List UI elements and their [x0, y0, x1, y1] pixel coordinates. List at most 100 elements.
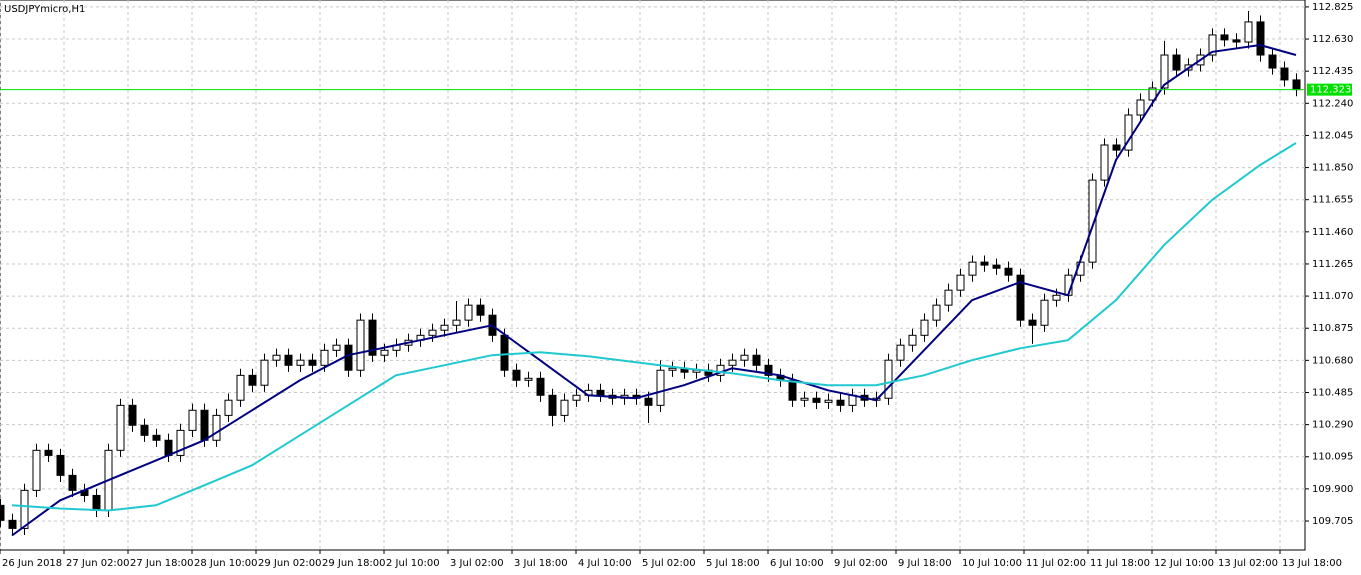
candle-body	[668, 367, 677, 371]
x-tick-label: 27 Jun 18:00	[130, 558, 194, 569]
candle-body	[368, 319, 377, 356]
y-tick-label: 110.290	[1312, 420, 1353, 431]
candle-body	[440, 324, 449, 331]
candle-body	[380, 349, 389, 356]
y-tick-label: 110.485	[1312, 387, 1353, 398]
marks	[0, 11, 1301, 537]
candle-body	[464, 304, 473, 321]
x-tick-label: 3 Jul 18:00	[514, 558, 568, 569]
candle-body	[644, 397, 653, 406]
candle-body	[0, 504, 5, 521]
y-tick-label: 111.850	[1312, 163, 1353, 174]
y-tick-label: 112.825	[1312, 2, 1353, 13]
price-label-bg	[1307, 83, 1352, 96]
candle-body	[512, 369, 521, 381]
candle-body	[224, 399, 233, 416]
chart-title: USDJPYmicro,H1	[4, 4, 85, 15]
candle-body	[356, 319, 365, 371]
y-tick-label: 111.070	[1312, 291, 1353, 302]
candle-body	[200, 409, 209, 441]
x-tick-label: 12 Jul 10:00	[1154, 558, 1214, 569]
y-tick-label: 112.045	[1312, 130, 1353, 141]
x-tick-label: 2 Jul 10:00	[386, 558, 440, 569]
candle-body	[128, 404, 137, 426]
candle-body	[980, 261, 989, 266]
x-tick-label: 28 Jun 10:00	[194, 558, 258, 569]
candle-body	[320, 349, 329, 366]
candle-body	[728, 359, 737, 366]
candle-body	[1292, 79, 1301, 91]
candle-body	[1172, 54, 1181, 71]
candle-body	[452, 319, 461, 326]
y-tick-label: 111.460	[1312, 227, 1353, 238]
x-tick-label: 5 Jul 02:00	[642, 558, 696, 569]
candle-body	[8, 519, 17, 529]
x-tick-label: 10 Jul 10:00	[962, 558, 1022, 569]
candle-body	[1124, 114, 1133, 151]
candle-body	[596, 389, 605, 396]
candle-body	[884, 359, 893, 399]
x-tick-label: 29 Jun 18:00	[322, 558, 386, 569]
candle-body	[1280, 67, 1289, 81]
candle-body	[20, 489, 29, 529]
x-tick-label: 29 Jun 02:00	[258, 558, 322, 569]
y-tick-label: 109.705	[1312, 516, 1353, 527]
x-tick-label: 13 Jul 18:00	[1282, 558, 1342, 569]
candle-body	[740, 354, 749, 361]
candle-body	[344, 344, 353, 371]
candle-body	[1244, 21, 1253, 43]
y-tick-label: 112.435	[1312, 66, 1353, 77]
candle-body	[548, 394, 557, 416]
y-tick-label: 110.875	[1312, 323, 1353, 334]
candle-body	[752, 354, 761, 366]
candle-body	[284, 354, 293, 366]
x-tick-label: 11 Jul 02:00	[1026, 558, 1086, 569]
candle-body	[1256, 21, 1265, 56]
candle-body	[560, 399, 569, 416]
candle-body	[968, 261, 977, 276]
candle-body	[332, 344, 341, 351]
candle-body	[1112, 144, 1121, 151]
y-tick-label: 110.095	[1312, 452, 1353, 463]
x-tick-label: 26 Jun 2018	[2, 558, 62, 569]
candle-body	[812, 397, 821, 403]
candle-body	[572, 394, 581, 401]
x-tick-label: 27 Jun 02:00	[66, 558, 130, 569]
x-tick-label: 4 Jul 10:00	[578, 558, 632, 569]
candle-body	[656, 369, 665, 406]
candle-body	[140, 424, 149, 436]
candle-body	[1148, 87, 1157, 101]
candle-body	[32, 449, 41, 491]
y-tick-label: 111.265	[1312, 259, 1353, 270]
candle-body	[248, 374, 257, 386]
candle-body	[1220, 34, 1229, 41]
x-tick-label: 5 Jul 18:00	[706, 558, 760, 569]
candle-body	[1268, 54, 1277, 69]
candle-body	[908, 334, 917, 346]
x-tick-label: 9 Jul 02:00	[834, 558, 888, 569]
candle-body	[992, 264, 1001, 269]
candle-body	[1160, 54, 1169, 89]
x-tick-label: 11 Jul 18:00	[1090, 558, 1150, 569]
candle-body	[1136, 99, 1145, 116]
candle-body	[1100, 144, 1109, 181]
y-tick-label: 112.630	[1312, 34, 1353, 45]
x-tick-label: 3 Jul 02:00	[450, 558, 504, 569]
candle-body	[824, 399, 833, 403]
candle-body	[1016, 274, 1025, 321]
candle-body	[1088, 179, 1097, 263]
candle-body	[944, 289, 953, 306]
price-label: 112.323	[1310, 85, 1351, 96]
candle-body	[1040, 299, 1049, 326]
candle-body	[956, 274, 965, 291]
candle-body	[1028, 319, 1037, 326]
candle-body	[272, 354, 281, 361]
plot-area	[0, 0, 1306, 551]
candle-body	[176, 429, 185, 456]
candle-body	[788, 379, 797, 401]
candle-body	[800, 397, 809, 401]
candle-body	[920, 319, 929, 336]
candle-body	[68, 474, 77, 491]
candle-body	[836, 399, 845, 406]
y-tick-label: 110.680	[1312, 355, 1353, 366]
